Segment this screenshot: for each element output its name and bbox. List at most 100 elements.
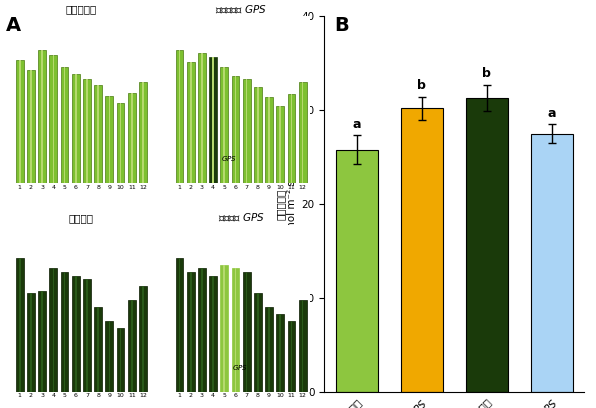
Bar [52, 55, 54, 183]
Bar [86, 279, 88, 392]
Bar [277, 106, 284, 183]
Bar [235, 268, 236, 392]
Title: タカナリ $\it{GPS}$: タカナリ $\it{GPS}$ [218, 211, 265, 223]
Bar [97, 307, 99, 392]
Bar [243, 272, 250, 392]
Bar [105, 322, 113, 392]
Bar [117, 328, 125, 392]
Title: タカナリ: タカナリ [69, 213, 94, 223]
Y-axis label: 光合成速度
(μmol m⁻² s⁻¹): 光合成速度 (μmol m⁻² s⁻¹) [276, 166, 297, 242]
Bar [190, 272, 191, 392]
Text: a: a [353, 118, 361, 131]
Bar [139, 82, 147, 183]
Bar [302, 82, 303, 183]
Text: $\it{GPS}$: $\it{GPS}$ [232, 363, 248, 372]
Bar [299, 300, 306, 392]
Bar [117, 103, 125, 183]
Bar [131, 93, 132, 183]
Bar [246, 79, 247, 183]
Bar [83, 279, 91, 392]
Bar [86, 79, 88, 183]
Bar [265, 307, 273, 392]
Bar [268, 307, 270, 392]
Bar [268, 97, 270, 183]
Bar [212, 57, 214, 183]
Bar [16, 60, 24, 183]
Bar [246, 272, 247, 392]
Bar [52, 268, 54, 392]
Bar [198, 53, 206, 183]
Bar [176, 258, 184, 392]
Bar [265, 97, 273, 183]
Text: $\it{GPS}$: $\it{GPS}$ [221, 154, 237, 163]
Bar [19, 258, 21, 392]
Text: A: A [6, 16, 21, 35]
Bar [224, 265, 225, 392]
Bar [97, 84, 99, 183]
Bar [302, 300, 303, 392]
Bar [64, 272, 66, 392]
Bar [201, 53, 203, 183]
Bar [209, 277, 217, 392]
Bar [336, 150, 378, 392]
Bar [201, 268, 203, 392]
Bar [176, 50, 184, 183]
Bar [254, 87, 262, 183]
Bar [235, 76, 236, 183]
Bar [105, 96, 113, 183]
Bar [64, 67, 66, 183]
Bar [190, 62, 191, 183]
Bar [179, 50, 181, 183]
Bar [41, 50, 43, 183]
Bar [231, 268, 240, 392]
Text: B: B [334, 16, 349, 35]
Bar [131, 300, 132, 392]
Bar [257, 293, 259, 392]
Bar [61, 272, 69, 392]
Bar [280, 315, 281, 392]
Bar [187, 62, 194, 183]
Bar [299, 82, 306, 183]
Bar [187, 272, 194, 392]
Bar [139, 286, 147, 392]
Bar [231, 76, 240, 183]
Bar [287, 94, 296, 183]
Bar [224, 67, 225, 183]
Text: a: a [547, 106, 556, 120]
Bar [94, 307, 102, 392]
Bar [19, 60, 21, 183]
Bar [465, 98, 508, 392]
Bar [30, 293, 32, 392]
Bar [530, 134, 573, 392]
Bar [221, 67, 228, 183]
Bar [280, 106, 281, 183]
Bar [75, 74, 77, 183]
Bar [120, 103, 122, 183]
Bar [257, 87, 259, 183]
Bar [221, 265, 228, 392]
Text: b: b [417, 79, 426, 92]
Bar [83, 79, 91, 183]
Bar [27, 293, 35, 392]
Bar [142, 286, 144, 392]
Text: b: b [482, 67, 491, 80]
Bar [277, 315, 284, 392]
Bar [41, 290, 43, 392]
Bar [128, 300, 136, 392]
Bar [27, 70, 35, 183]
Title: コシヒカリ: コシヒカリ [66, 4, 97, 14]
Bar [49, 55, 57, 183]
Title: コシヒカリ $\it{GPS}$: コシヒカリ $\it{GPS}$ [215, 3, 267, 15]
Bar [212, 277, 214, 392]
Bar [61, 67, 69, 183]
Bar [49, 268, 57, 392]
Bar [38, 290, 46, 392]
Bar [75, 277, 77, 392]
Bar [243, 79, 250, 183]
Bar [108, 322, 110, 392]
Bar [16, 258, 24, 392]
Bar [179, 258, 181, 392]
Bar [291, 322, 292, 392]
Bar [291, 94, 292, 183]
Bar [142, 82, 144, 183]
